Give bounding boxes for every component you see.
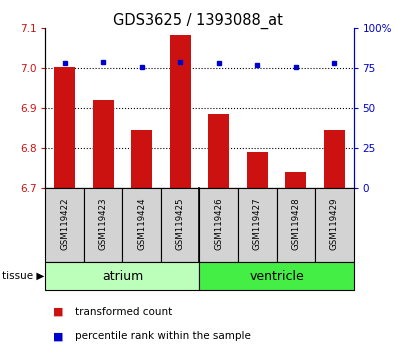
Bar (92, 99, 114, 188)
Text: GDS3625 / 1393088_at: GDS3625 / 1393088_at (113, 12, 282, 29)
Text: tissue ▶: tissue ▶ (2, 271, 44, 281)
Text: GSM119429: GSM119429 (330, 197, 339, 250)
Bar (54, 67, 75, 188)
Bar (45, 188, 84, 262)
Bar (131, 130, 152, 188)
Bar (161, 188, 199, 262)
Text: ventricle: ventricle (249, 270, 304, 282)
Bar (122, 188, 161, 262)
Bar (199, 262, 354, 290)
Bar (199, 188, 238, 262)
Bar (324, 130, 345, 188)
Text: percentile rank within the sample: percentile rank within the sample (75, 331, 251, 341)
Text: GSM119424: GSM119424 (137, 197, 146, 250)
Bar (45, 262, 199, 290)
Text: transformed count: transformed count (75, 307, 172, 316)
Text: ■: ■ (53, 307, 64, 316)
Bar (84, 188, 122, 262)
Text: GSM119428: GSM119428 (291, 197, 300, 250)
Bar (208, 114, 229, 188)
Text: GSM119425: GSM119425 (176, 197, 185, 250)
Text: GSM119426: GSM119426 (214, 197, 223, 250)
Bar (169, 35, 191, 188)
Text: ■: ■ (53, 331, 64, 341)
Bar (246, 152, 268, 188)
Text: GSM119427: GSM119427 (253, 197, 262, 250)
Bar (315, 188, 354, 262)
Bar (238, 188, 276, 262)
Text: atrium: atrium (102, 270, 143, 282)
Text: GSM119422: GSM119422 (60, 197, 69, 250)
Text: GSM119423: GSM119423 (99, 197, 108, 250)
Bar (285, 172, 307, 188)
Bar (276, 188, 315, 262)
